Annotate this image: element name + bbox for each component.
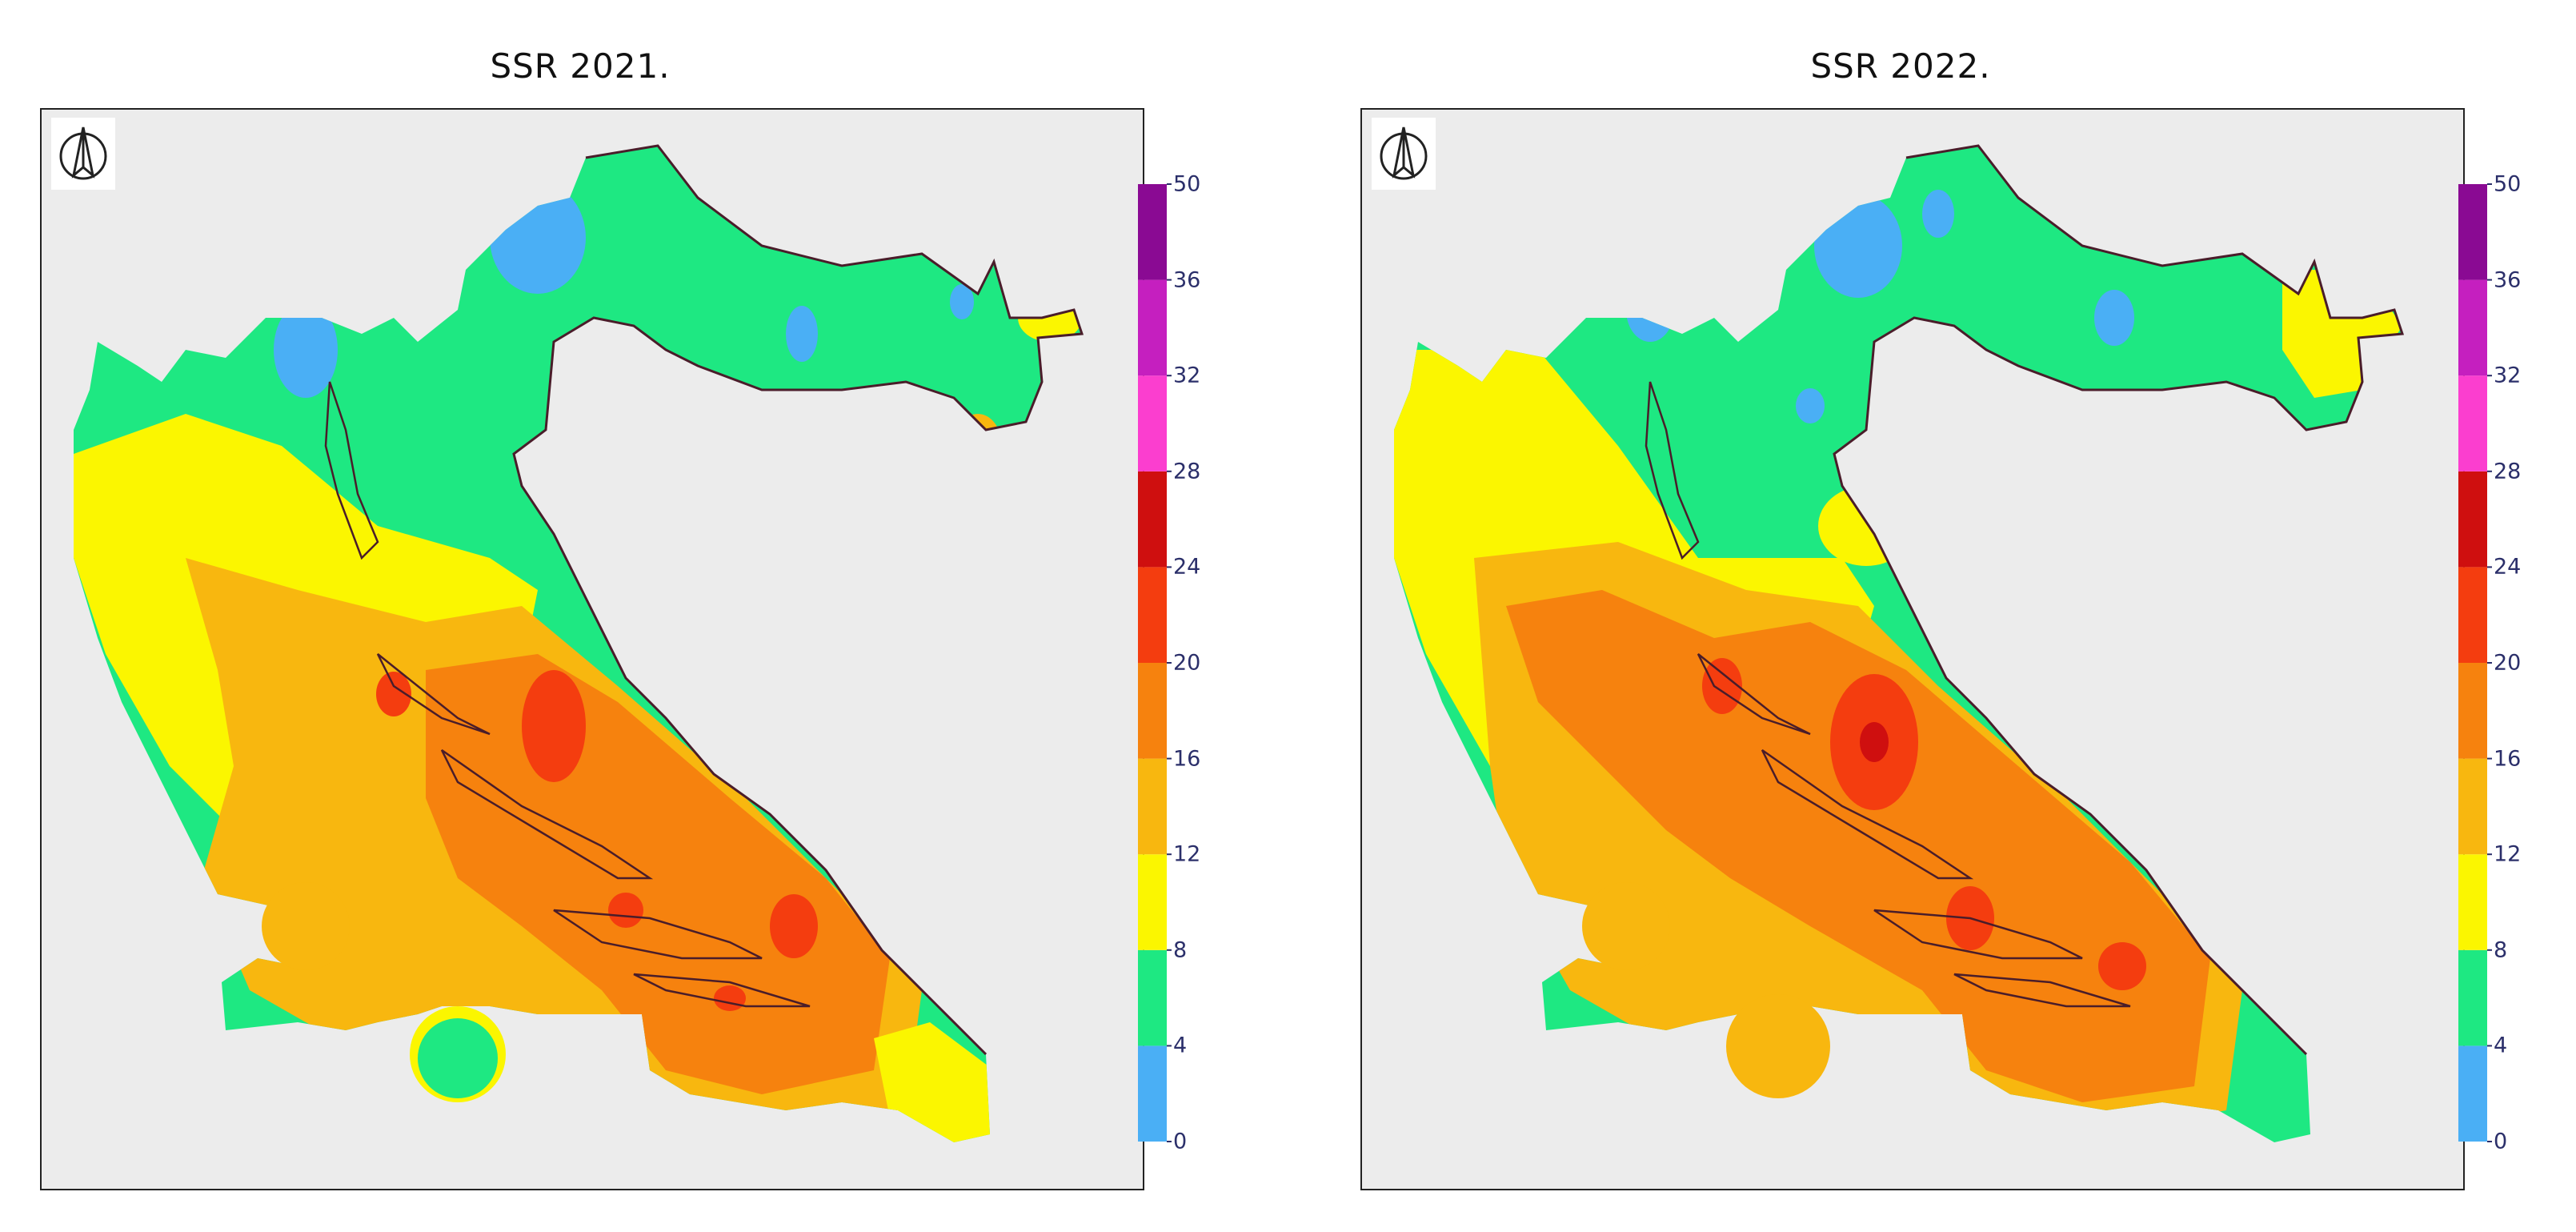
colorbar-band-12-16: [2458, 758, 2487, 855]
colorbar-band-8-12: [1138, 854, 1167, 950]
colorbar-band-12-16: [1138, 758, 1167, 855]
colorbar-band-28-32: [2458, 375, 2487, 472]
colorbar-band-4-8: [2458, 949, 2487, 1046]
colorbar-band-0-4: [1138, 1045, 1167, 1142]
map-frame: [40, 108, 1144, 1190]
colorbar: 50 36 32 28 24 20 16 12 8 4 0: [1138, 172, 1234, 1154]
north-arrow-icon: [1372, 118, 1436, 190]
north-arrow-icon: [51, 118, 115, 190]
colorbar-tick-label: 20: [2494, 650, 2522, 676]
colorbar-band-36-50: [1138, 184, 1167, 280]
colorbar-band-16-20: [2458, 663, 2487, 759]
colorbar-band-4-8: [1138, 949, 1167, 1046]
colorbar-tick-label: 8: [2494, 937, 2508, 963]
map-frame: [1360, 108, 2465, 1190]
colorbar: 50 36 32 28 24 20 16 12 8 4 0: [2458, 172, 2554, 1154]
colorbar-tick-label: 12: [2494, 841, 2522, 867]
ssr-map-2021: [74, 144, 1084, 1142]
colorbar-tick-label: 4: [2494, 1033, 2508, 1058]
colorbar-tick-label: 16: [1173, 746, 1201, 772]
colorbar-band-24-28: [1138, 471, 1167, 568]
colorbar-tick-label: 36: [2494, 267, 2522, 293]
colorbar-band-36-50: [2458, 184, 2487, 280]
colorbar-tick-label: 50: [2494, 171, 2522, 197]
colorbar-tick-label: 0: [2494, 1129, 2508, 1154]
colorbar-tick-label: 8: [1173, 937, 1188, 963]
colorbar-tick-label: 24: [1173, 554, 1201, 580]
colorbar-tick-label: 4: [1173, 1033, 1188, 1058]
colorbar-band-28-32: [1138, 375, 1167, 472]
colorbar-tick-label: 36: [1173, 267, 1201, 293]
map-panel-2022: SSR 2022.: [1320, 0, 2569, 1232]
colorbar-band-16-20: [1138, 663, 1167, 759]
colorbar-tick-label: 28: [1173, 459, 1201, 484]
colorbar-tick-label: 20: [1173, 650, 1201, 676]
colorbar-band-24-28: [2458, 471, 2487, 568]
colorbar-scale: [2458, 183, 2492, 1142]
colorbar-band-20-24: [2458, 567, 2487, 663]
colorbar-band-20-24: [1138, 567, 1167, 663]
panel-title: SSR 2021.: [490, 46, 671, 86]
colorbar-tick-label: 24: [2494, 554, 2522, 580]
colorbar-tick-label: 50: [1173, 171, 1201, 197]
map-panel-2021: SSR 2021.: [0, 0, 1248, 1232]
colorbar-tick-label: 28: [2494, 459, 2522, 484]
colorbar-band-32-36: [2458, 279, 2487, 376]
colorbar-tick-label: 12: [1173, 841, 1201, 867]
panel-title: SSR 2022.: [1810, 46, 1991, 86]
colorbar-band-8-12: [2458, 854, 2487, 950]
ssr-map-2022: [1394, 144, 2405, 1142]
colorbar-band-0-4: [2458, 1045, 2487, 1142]
colorbar-tick-label: 32: [2494, 363, 2522, 388]
colorbar-tick-label: 0: [1173, 1129, 1188, 1154]
colorbar-tick-label: 16: [2494, 746, 2522, 772]
colorbar-tick-label: 32: [1173, 363, 1201, 388]
colorbar-scale: [1138, 183, 1172, 1142]
colorbar-band-32-36: [1138, 279, 1167, 376]
